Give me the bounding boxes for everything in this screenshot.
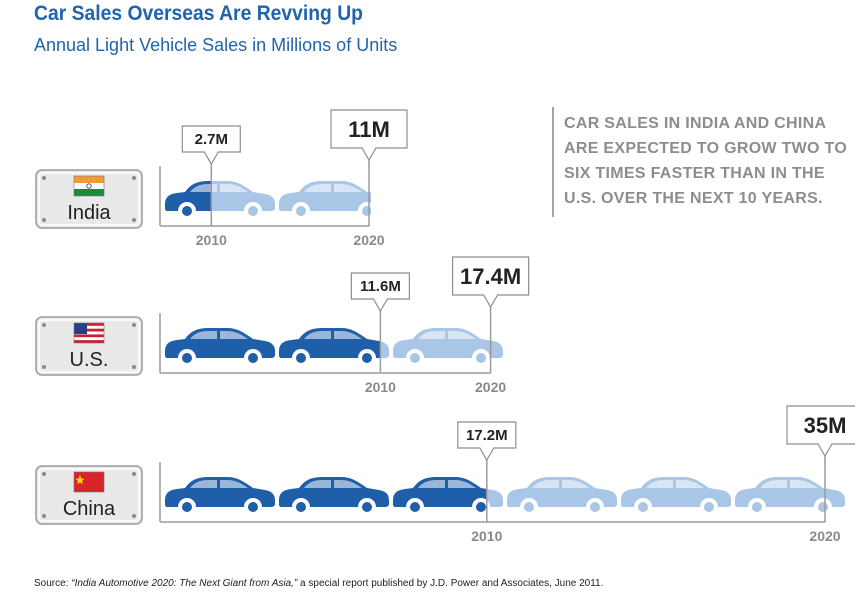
callout: CAR SALES IN INDIA AND CHINA ARE EXPECTE… xyxy=(552,107,852,217)
source-title: “India Automotive 2020: The Next Giant f… xyxy=(71,578,298,589)
value-label: 17.4M xyxy=(460,264,521,289)
plate-country-label: U.S. xyxy=(70,349,109,371)
license-plate: China xyxy=(35,465,143,525)
source-details: a special report published by J.D. Power… xyxy=(297,578,604,589)
source-prefix: Source: xyxy=(34,578,72,589)
value-callout-2020: 35M xyxy=(786,405,855,458)
value-label: 11M xyxy=(348,117,390,142)
car-icon-2010 xyxy=(393,477,487,516)
car-icon-2020 xyxy=(211,181,275,220)
chart-title: Car Sales Overseas Are Revving Up xyxy=(34,2,363,25)
value-callout-2010: 17.2M xyxy=(457,421,517,462)
india-flag xyxy=(73,175,105,197)
tick-label-2020: 2020 xyxy=(809,528,840,544)
source-footnote: Source: “India Automotive 2020: The Next… xyxy=(34,578,603,589)
value-label: 35M xyxy=(804,413,847,438)
tick-label-2020: 2020 xyxy=(475,379,506,395)
car-icon-2010 xyxy=(279,328,381,367)
tick-label-2010: 2010 xyxy=(196,232,227,248)
car-icon-2010 xyxy=(279,477,389,516)
car-icon-2020 xyxy=(507,477,617,516)
plate-country-label: China xyxy=(63,498,116,520)
car-icon-2020 xyxy=(621,477,731,516)
tick-label-2020: 2020 xyxy=(353,232,384,248)
value-label: 17.2M xyxy=(466,427,508,444)
car-icon-2020 xyxy=(735,477,845,516)
country-row: China 2010 2020 17.2M 35M xyxy=(35,405,855,544)
chart-subtitle: Annual Light Vehicle Sales in Millions o… xyxy=(34,35,398,55)
car-icon-2010 xyxy=(165,328,275,367)
country-row: India 2010 2020 2.7M 11M xyxy=(35,109,408,248)
value-label: 2.7M xyxy=(195,131,228,148)
license-plate: India xyxy=(35,169,143,229)
callout-text: CAR SALES IN INDIA AND CHINA ARE EXPECTE… xyxy=(564,115,848,207)
value-callout-2020: 17.4M xyxy=(452,256,530,309)
value-callout-2020: 11M xyxy=(330,109,408,162)
car-icon-2020 xyxy=(393,328,503,367)
us-flag xyxy=(73,322,105,344)
country-row: U.S. 2010 2020 11.6M 17.4M xyxy=(35,256,530,395)
tick-label-2010: 2010 xyxy=(471,528,502,544)
car-icon-2010 xyxy=(165,477,275,516)
tick-label-2010: 2010 xyxy=(365,379,396,395)
value-label: 11.6M xyxy=(360,278,401,295)
license-plate: U.S. xyxy=(35,316,143,376)
car-icon-2010 xyxy=(165,181,212,220)
china-flag xyxy=(73,471,105,493)
car-icon-2020 xyxy=(279,181,371,220)
plate-country-label: India xyxy=(67,202,111,224)
value-callout-2010: 2.7M xyxy=(181,125,241,166)
value-callout-2010: 11.6M xyxy=(350,272,410,313)
